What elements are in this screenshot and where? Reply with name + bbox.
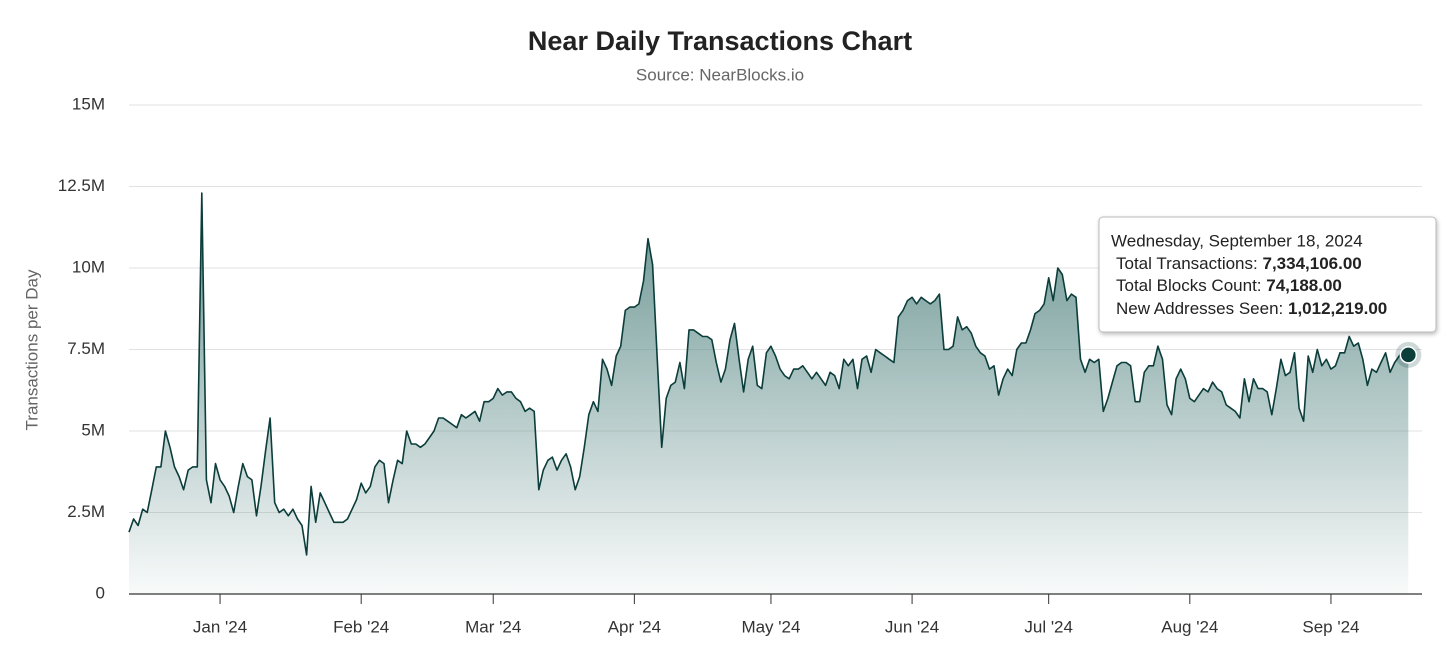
y-tick-label: 15M xyxy=(72,94,105,113)
x-tick-label: Jun '24 xyxy=(885,617,939,636)
area xyxy=(129,193,1409,594)
x-tick-label: Feb '24 xyxy=(333,617,389,636)
tooltip-row: Total Blocks Count: 74,188.00 xyxy=(1116,276,1342,295)
tooltip-value: 1,012,219.00 xyxy=(1288,299,1387,318)
y-tick-label: 5M xyxy=(81,420,105,439)
y-tick-label: 10M xyxy=(72,257,105,276)
tooltip-row: Total Transactions: 7,334,106.00 xyxy=(1116,254,1362,273)
chart-subtitle: Source: NearBlocks.io xyxy=(636,65,804,84)
tooltip: Wednesday, September 18, 2024 Total Tran… xyxy=(1098,216,1437,333)
x-tick-label: Aug '24 xyxy=(1161,617,1218,636)
plot-area: 0 2.5M 5M 7.5M 10M 12.5M 15M Jan '24 Feb '24 Mar … xyxy=(58,94,1422,636)
y-tick-label: 12.5M xyxy=(58,176,105,195)
x-tick-label: Sep '24 xyxy=(1302,617,1359,636)
chart-title: Near Daily Transactions Chart xyxy=(528,26,912,56)
tooltip-value: 74,188.00 xyxy=(1266,276,1342,295)
tooltip-label: New Addresses Seen: xyxy=(1116,299,1283,318)
x-tick-label: Jul '24 xyxy=(1024,617,1073,636)
tooltip-row: New Addresses Seen: 1,012,219.00 xyxy=(1116,299,1387,318)
tooltip-title: Wednesday, September 18, 2024 xyxy=(1111,231,1363,250)
y-tick-label: 7.5M xyxy=(67,339,105,358)
x-tick-label: Jan '24 xyxy=(193,617,247,636)
x-tick-label: Apr '24 xyxy=(608,617,661,636)
x-tick-label: Mar '24 xyxy=(465,617,521,636)
highlight-point xyxy=(1399,346,1418,364)
tooltip-value: 7,334,106.00 xyxy=(1262,254,1361,273)
y-axis-label: Transactions per Day xyxy=(22,269,41,430)
tooltip-label: Total Transactions: xyxy=(1116,254,1258,273)
line xyxy=(128,192,1409,556)
x-tick-label: May '24 xyxy=(741,617,800,636)
y-tick-label: 0 xyxy=(96,583,105,602)
y-tick-label: 2.5M xyxy=(67,502,105,521)
tooltip-box xyxy=(1098,216,1437,333)
tooltip-label: Total Blocks Count: xyxy=(1116,276,1262,295)
